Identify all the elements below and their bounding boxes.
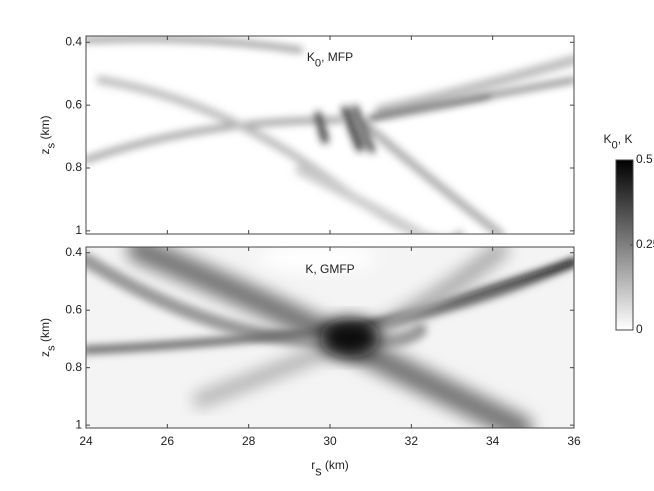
x-tick-label: 30 xyxy=(323,434,337,448)
panel-title: K0, MFP xyxy=(307,50,353,69)
text-part: K xyxy=(307,50,315,64)
heatmap-image xyxy=(86,36,574,234)
colorbar-tick-label: 0.25 xyxy=(636,237,654,251)
y-tick-label: 1 xyxy=(75,417,82,431)
text-part: , K xyxy=(618,132,633,146)
text-part: r xyxy=(311,458,315,472)
text-part: 0 xyxy=(315,58,321,70)
text-part: 0 xyxy=(612,140,618,152)
y-tick-label: 0.6 xyxy=(65,302,82,316)
x-tick-label: 26 xyxy=(161,434,175,448)
heatmap-image xyxy=(86,247,574,428)
colorbar-tick-label: 0 xyxy=(636,322,643,336)
text-part: z xyxy=(38,148,52,154)
panel-title: K, GMFP xyxy=(305,262,354,276)
text-part: z xyxy=(38,351,52,357)
y-tick-label: 0.4 xyxy=(65,34,82,48)
y-axis-label: zs (km) xyxy=(38,116,57,155)
text-part: , MFP xyxy=(321,50,353,64)
colorbar-title: K0, K xyxy=(604,132,633,151)
text-part: s xyxy=(46,345,58,351)
x-tick-label: 36 xyxy=(567,434,581,448)
y-tick-label: 0.8 xyxy=(65,160,82,174)
text-part: (km) xyxy=(321,458,348,472)
x-tick-label: 24 xyxy=(79,434,93,448)
text-part: (km) xyxy=(38,318,52,345)
y-tick-label: 0.4 xyxy=(65,245,82,259)
text-part: s xyxy=(46,142,58,148)
text-part: s xyxy=(315,465,321,479)
x-tick-label: 34 xyxy=(486,434,500,448)
text-part: K, GMFP xyxy=(305,262,354,276)
y-tick-label: 1 xyxy=(75,223,82,237)
text-part: K xyxy=(604,132,612,146)
y-tick-label: 0.8 xyxy=(65,360,82,374)
colorbar-tick-label: 0.5 xyxy=(636,152,653,166)
x-tick-label: 32 xyxy=(405,434,419,448)
x-tick-label: 28 xyxy=(242,434,256,448)
y-axis-label: zs (km) xyxy=(38,318,57,357)
y-tick-label: 0.6 xyxy=(65,97,82,111)
x-axis-label: rs (km) xyxy=(311,458,349,478)
text-part: (km) xyxy=(38,116,52,143)
